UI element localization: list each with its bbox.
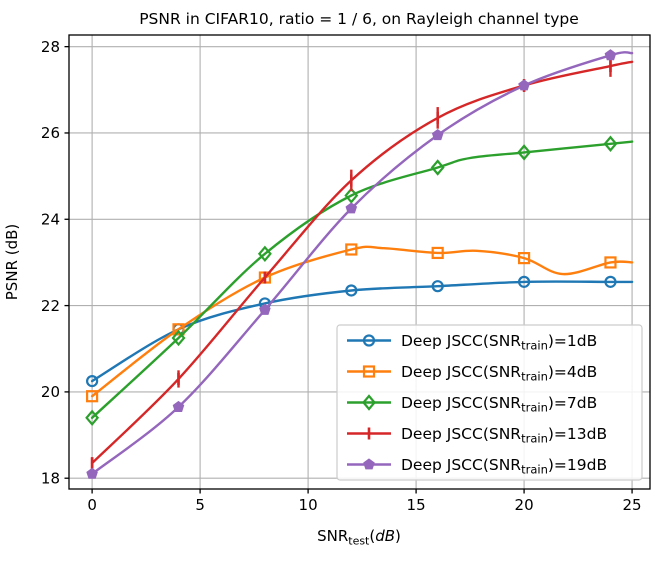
series-5 — [86, 49, 634, 479]
series-3 — [85, 135, 634, 426]
series-layer — [85, 49, 634, 479]
y-tick-label: 28 — [41, 38, 60, 56]
circle-marker — [345, 284, 358, 297]
chart-title: PSNR in CIFAR10, ratio = 1 / 6, on Rayle… — [139, 10, 579, 28]
legend-row: Deep JSCC(SNRtrain)=19dB — [347, 456, 607, 477]
diamond-marker — [344, 187, 359, 204]
x-tick-label: 15 — [407, 496, 426, 514]
legend-frame — [336, 324, 643, 481]
legend-row: Deep JSCC(SNRtrain)=7dB — [347, 394, 597, 415]
circle-marker — [86, 375, 99, 388]
y-tick-label: 22 — [41, 297, 60, 315]
diamond-marker — [430, 159, 445, 176]
legend-label: Deep JSCC(SNRtrain)=1dB — [401, 332, 597, 353]
legend-label: Deep JSCC(SNRtrain)=13dB — [401, 425, 607, 446]
y-tick-label: 20 — [41, 383, 60, 401]
y-axis-label: PSNR (dB) — [3, 224, 21, 301]
x-tick-label: 5 — [195, 496, 205, 514]
pentagon-marker — [431, 128, 444, 141]
x-axis-label-text: SNRtest(dB) — [317, 527, 401, 548]
legend: Deep JSCC(SNRtrain)=1dB Deep JSCC(SNRtrai… — [336, 324, 643, 481]
pentagon-marker — [604, 49, 617, 61]
circle-marker — [517, 275, 531, 288]
legend-label: Deep JSCC(SNRtrain)=4dB — [401, 363, 597, 384]
diamond-marker — [362, 394, 376, 411]
square-marker — [172, 323, 185, 336]
legend-label: Deep JSCC(SNRtrain)=7dB — [401, 394, 597, 415]
pentagon-marker — [172, 400, 185, 412]
plot-border — [68, 34, 651, 490]
tick-layer: 0 5 10 15 20 25 18 20 22 24 26 28 — [41, 38, 642, 514]
x-tick-label: 0 — [87, 496, 97, 514]
square-marker — [345, 243, 358, 256]
series-line — [90, 51, 634, 476]
square-marker — [431, 246, 444, 260]
circle-marker — [431, 280, 444, 293]
pentagon-marker — [518, 79, 530, 91]
diamond-marker — [85, 409, 100, 426]
y-tick-label: 26 — [41, 124, 60, 142]
square-marker — [517, 252, 531, 265]
x-tick-label: 20 — [515, 496, 534, 514]
pentagon-marker — [363, 458, 375, 470]
legend-row: Deep JSCC(SNRtrain)=1dB — [347, 332, 597, 353]
legend-row: Deep JSCC(SNRtrain)=13dB — [347, 425, 607, 446]
series-line — [90, 140, 634, 419]
square-marker — [362, 365, 376, 378]
square-marker — [86, 390, 99, 403]
diamond-marker — [517, 144, 532, 161]
diamond-marker — [257, 245, 272, 263]
circle-marker — [362, 334, 376, 347]
series-line — [90, 245, 634, 398]
legend-row: Deep JSCC(SNRtrain)=4dB — [347, 363, 597, 384]
series-line — [90, 60, 634, 465]
pentagon-marker — [259, 303, 271, 315]
pentagon-marker — [86, 467, 98, 479]
square-marker — [604, 256, 617, 269]
diamond-marker — [171, 329, 186, 347]
diamond-marker — [603, 135, 618, 152]
x-tick-label: 25 — [623, 496, 642, 514]
x-axis-label: SNRtest(dB) — [317, 527, 401, 548]
circle-marker — [604, 275, 617, 288]
y-tick-label: 24 — [41, 210, 60, 228]
pentagon-marker — [345, 202, 358, 214]
y-tick-label: 18 — [41, 469, 60, 487]
x-tick-label: 10 — [299, 496, 318, 514]
legend-label: Deep JSCC(SNRtrain)=19dB — [401, 456, 607, 477]
